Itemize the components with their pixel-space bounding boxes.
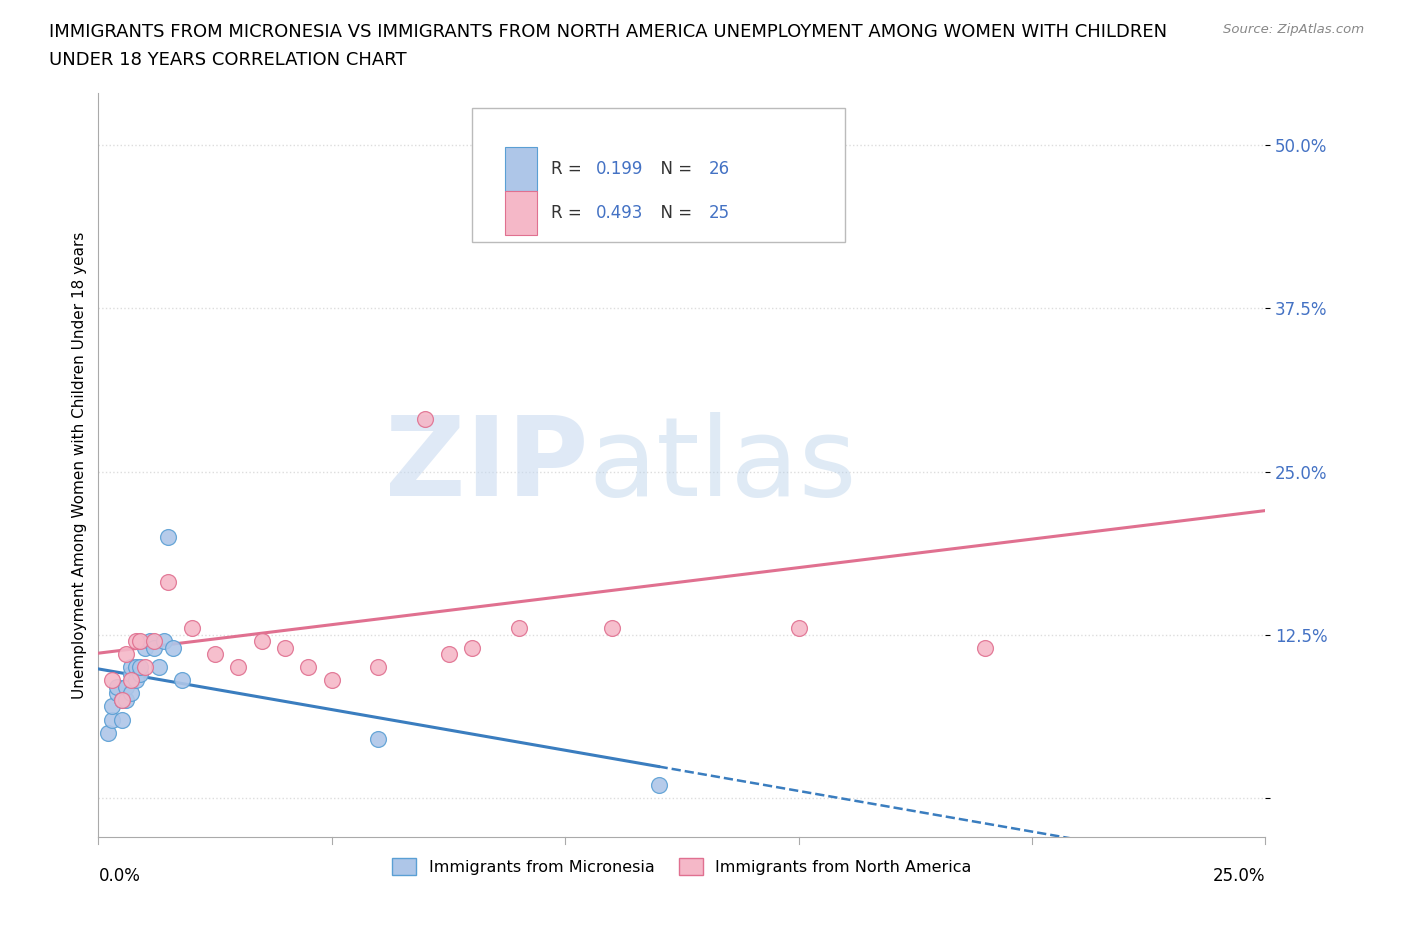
Point: [297, 660, 319, 675]
Point: [157, 529, 180, 544]
Point: [228, 660, 250, 675]
Text: Source: ZipAtlas.com: Source: ZipAtlas.com: [1223, 23, 1364, 36]
Point: [120, 667, 142, 682]
Point: [101, 673, 124, 688]
Point: [148, 660, 170, 675]
Point: [461, 640, 484, 655]
Text: ZIP: ZIP: [385, 411, 589, 519]
Point: [120, 673, 142, 688]
Point: [134, 660, 156, 675]
Text: R =: R =: [551, 160, 588, 178]
Text: atlas: atlas: [589, 411, 858, 519]
Point: [974, 640, 997, 655]
Bar: [505, 191, 537, 235]
Point: [321, 673, 343, 688]
Point: [180, 620, 202, 635]
Point: [105, 686, 128, 701]
Point: [129, 633, 152, 648]
Point: [120, 660, 142, 675]
Point: [134, 640, 156, 655]
Point: [143, 640, 166, 655]
Text: 0.493: 0.493: [596, 204, 643, 222]
Text: 26: 26: [709, 160, 730, 178]
Point: [143, 633, 166, 648]
Text: N =: N =: [651, 204, 697, 222]
Point: [162, 640, 184, 655]
Point: [139, 633, 162, 648]
Point: [111, 693, 134, 708]
Point: [125, 633, 148, 648]
FancyBboxPatch shape: [472, 108, 845, 242]
Point: [97, 725, 120, 740]
Legend: Immigrants from Micronesia, Immigrants from North America: Immigrants from Micronesia, Immigrants f…: [385, 852, 979, 881]
Point: [600, 620, 623, 635]
Point: [787, 620, 810, 635]
Point: [204, 647, 226, 662]
Point: [129, 660, 152, 675]
Text: 25.0%: 25.0%: [1213, 867, 1265, 884]
Bar: [505, 147, 537, 192]
Point: [554, 216, 576, 231]
Text: N =: N =: [651, 160, 697, 178]
Point: [111, 712, 134, 727]
Point: [647, 777, 669, 792]
Text: UNDER 18 YEARS CORRELATION CHART: UNDER 18 YEARS CORRELATION CHART: [49, 51, 406, 69]
Point: [152, 633, 174, 648]
Point: [115, 647, 138, 662]
Point: [125, 673, 148, 688]
Point: [367, 732, 389, 747]
Point: [437, 647, 460, 662]
Point: [101, 699, 124, 714]
Point: [120, 686, 142, 701]
Point: [111, 693, 134, 708]
Point: [250, 633, 273, 648]
Text: 25: 25: [709, 204, 730, 222]
Point: [367, 660, 389, 675]
Y-axis label: Unemployment Among Women with Children Under 18 years: Unemployment Among Women with Children U…: [72, 232, 87, 698]
Point: [101, 712, 124, 727]
Text: IMMIGRANTS FROM MICRONESIA VS IMMIGRANTS FROM NORTH AMERICA UNEMPLOYMENT AMONG W: IMMIGRANTS FROM MICRONESIA VS IMMIGRANTS…: [49, 23, 1167, 41]
Point: [125, 660, 148, 675]
Point: [172, 673, 194, 688]
Point: [157, 575, 180, 590]
Point: [274, 640, 297, 655]
Text: 0.199: 0.199: [596, 160, 643, 178]
Point: [115, 680, 138, 695]
Text: R =: R =: [551, 204, 588, 222]
Point: [115, 693, 138, 708]
Text: 0.0%: 0.0%: [98, 867, 141, 884]
Point: [105, 680, 128, 695]
Point: [508, 620, 530, 635]
Point: [129, 667, 152, 682]
Point: [413, 412, 436, 427]
